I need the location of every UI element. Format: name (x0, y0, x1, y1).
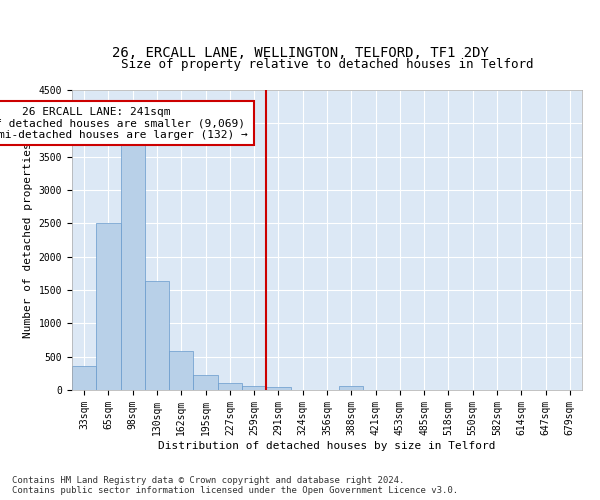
Bar (121, 140, 145, 390)
Bar (72, 366, 96, 390)
Bar (145, 280, 169, 390)
Bar (339, 386, 364, 390)
Text: 26 ERCALL LANE: 241sqm
← 99% of detached houses are smaller (9,069)
1% of semi-d: 26 ERCALL LANE: 241sqm ← 99% of detached… (0, 106, 248, 140)
Bar (193, 376, 218, 390)
Bar (218, 382, 242, 390)
Bar (266, 388, 290, 390)
Text: 26, ERCALL LANE, WELLINGTON, TELFORD, TF1 2DY: 26, ERCALL LANE, WELLINGTON, TELFORD, TF… (112, 46, 488, 60)
Y-axis label: Number of detached properties: Number of detached properties (23, 142, 33, 338)
Title: Size of property relative to detached houses in Telford: Size of property relative to detached ho… (121, 58, 533, 71)
Text: Contains HM Land Registry data © Crown copyright and database right 2024.
Contai: Contains HM Land Registry data © Crown c… (12, 476, 458, 495)
Bar (96, 224, 121, 390)
Bar (169, 350, 193, 390)
Bar (242, 386, 266, 390)
X-axis label: Distribution of detached houses by size in Telford: Distribution of detached houses by size … (158, 440, 496, 450)
